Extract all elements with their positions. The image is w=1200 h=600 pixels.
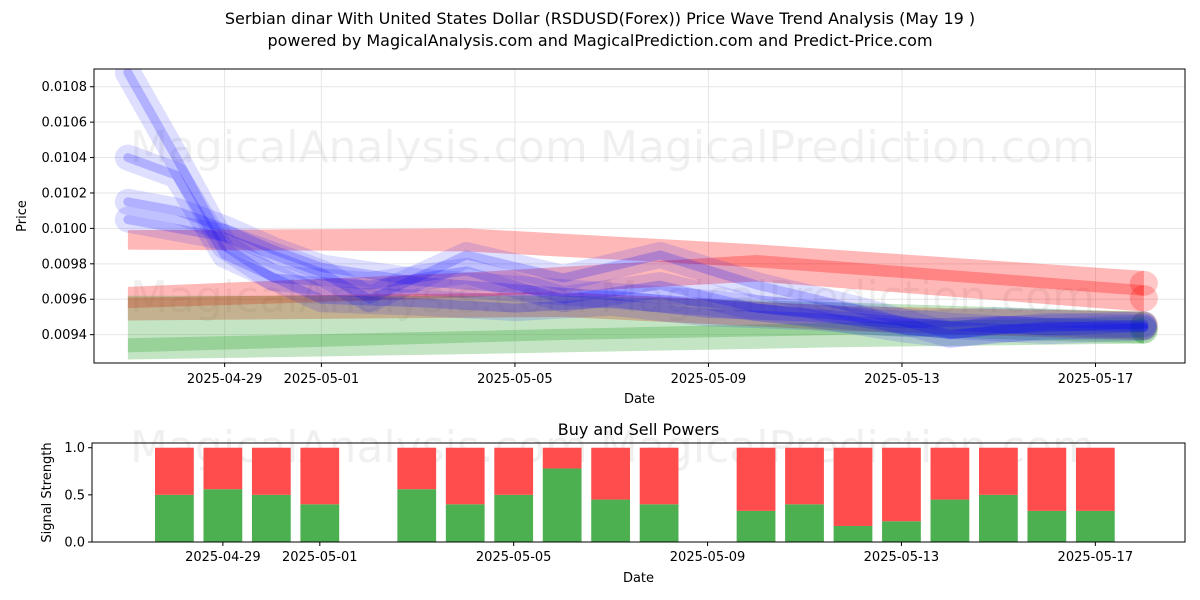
band-cap-red-0 [1129,270,1158,296]
buy-bar [494,494,534,542]
watermark-left: MagicalAnalysis.com [130,122,588,173]
buy-bar [1027,510,1067,542]
band-red-0 [127,228,1144,296]
watermark-right: MagicalPrediction.com [600,122,1095,173]
sell-bar [494,447,534,495]
y-tick-label: 0.0094 [42,328,88,343]
sell-bar [930,447,970,500]
wave-line-7 [123,153,1149,331]
x-tick-label: 2025-05-13 [864,372,940,387]
chart-title: Serbian dinar With United States Dollar … [224,9,976,28]
buy-sell-panel: MagicalAnalysis.com MagicalPrediction.com… [40,420,1186,586]
band-cap-red-1 [1129,285,1158,312]
bar-x-tick-label: 2025-05-01 [282,550,358,565]
sell-bar [785,447,824,505]
sell-bar [591,447,631,500]
bar-y-tick-label: 0.0 [64,536,85,551]
bar-x-tick-label: 2025-04-29 [185,550,261,565]
buy-bar [397,489,437,542]
wave-glow-6 [114,69,1157,345]
y-tick-label: 0.0108 [42,80,88,95]
wave-line-8 [123,215,1149,340]
buy-bar [155,494,194,542]
bar-y-tick-label: 1.0 [64,441,85,456]
plot-area [94,69,1185,363]
price-wave-panel: MagicalAnalysis.comMagicalAnalysis.comMa… [15,68,1186,407]
sell-bar [300,447,340,505]
y-tick-label: 0.0102 [42,186,88,201]
band-red-2 [127,292,1144,340]
band-cap-red-2 [1129,311,1158,340]
sell-bar [155,447,194,495]
y-tick-label: 0.0096 [42,293,88,308]
sell-bar [979,447,1018,495]
y-tick-label: 0.0100 [42,222,88,237]
wave-glow-8 [114,206,1157,348]
bar-y-axis-label: Signal Strength [40,442,55,542]
y-tick-label: 0.0106 [42,116,88,131]
buy-bar [591,499,631,542]
buy-bar [785,504,824,542]
buy-bar [930,499,970,542]
watermark-group: MagicalAnalysis.comMagicalAnalysis.comMa… [130,122,1095,323]
bar-x-tick-label: 2025-05-09 [670,550,746,565]
sell-bar [397,447,437,490]
sell-bar [542,447,582,469]
wave-glow-7 [114,144,1157,339]
buy-bar [736,510,776,542]
sell-bar [882,447,921,522]
band-cap-green-4 [1129,316,1158,344]
sell-bar [203,447,243,490]
plot-frame [93,68,1186,364]
bar-x-tick-label: 2025-05-05 [476,550,552,565]
bar-chart-title: Buy and Sell Powers [558,420,720,439]
sell-bar [1075,447,1115,511]
buy-bar [979,494,1018,542]
bar-y-tick-label: 0.5 [64,488,85,503]
y-axis-label: Price [15,200,30,232]
buy-bar [542,468,582,542]
wave-glow-5 [114,188,1157,348]
y-tick-label: 0.0098 [42,257,88,272]
band-cap-green-3 [1129,311,1158,344]
bar-x-axis-label: Date [623,571,654,586]
sell-bar [251,447,291,495]
sell-bar [833,447,873,526]
x-tick-label: 2025-05-01 [284,372,360,387]
chart-title-block: Serbian dinar With United States Dollar … [0,8,1200,52]
bar-x-tick-label: 2025-05-17 [1058,550,1134,565]
buy-bar [882,521,921,542]
watermark-left: MagicalAnalysis.com [130,272,588,323]
y-tick-label: 0.0104 [42,151,88,166]
buy-bar [445,504,485,542]
sell-bar [445,447,485,505]
sell-bar [736,447,776,511]
buy-bar [251,494,291,542]
chart-subtitle: powered by MagicalAnalysis.com and Magic… [267,31,933,50]
x-tick-label: 2025-05-17 [1058,372,1134,387]
watermark-right: MagicalPrediction.com [600,272,1095,323]
buy-bar [1075,510,1115,542]
buy-bar [203,489,243,542]
bar-x-tick-label: 2025-05-13 [864,550,940,565]
buy-bar [300,504,340,542]
series-group [114,69,1158,360]
buy-bar [833,525,873,542]
bar-plot-frame [91,442,1186,543]
x-tick-label: 2025-05-09 [671,372,747,387]
sell-bar [639,447,679,505]
band-green-3 [127,295,1144,353]
band-green-4 [127,316,1144,360]
x-axis-label: Date [624,392,655,407]
buy-bar [639,504,679,542]
x-tick-label: 2025-05-05 [477,372,553,387]
wave-line-6 [123,69,1149,336]
sell-bar [1027,447,1067,511]
wave-line-5 [123,197,1149,340]
x-tick-label: 2025-04-29 [187,372,263,387]
band-red-1 [127,254,1144,312]
